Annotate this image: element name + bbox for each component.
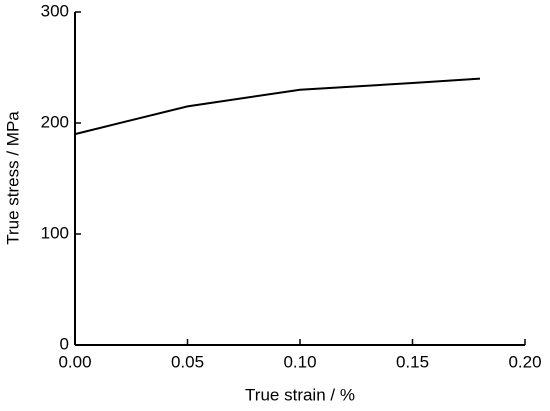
x-tick-label: 0.10 — [283, 352, 316, 371]
y-axis-label: True stress / MPa — [3, 111, 22, 245]
x-axis-label: True strain / % — [245, 385, 355, 404]
y-tick-label: 100 — [41, 223, 69, 242]
x-tick-label: 0.15 — [396, 352, 429, 371]
y-tick-label: 200 — [41, 112, 69, 131]
y-tick-label: 300 — [41, 1, 69, 20]
x-tick-label: 0.00 — [58, 352, 91, 371]
x-tick-label: 0.05 — [171, 352, 204, 371]
x-tick-label: 0.20 — [508, 352, 541, 371]
y-tick-label: 0 — [60, 334, 69, 353]
line — [74, 77, 481, 136]
